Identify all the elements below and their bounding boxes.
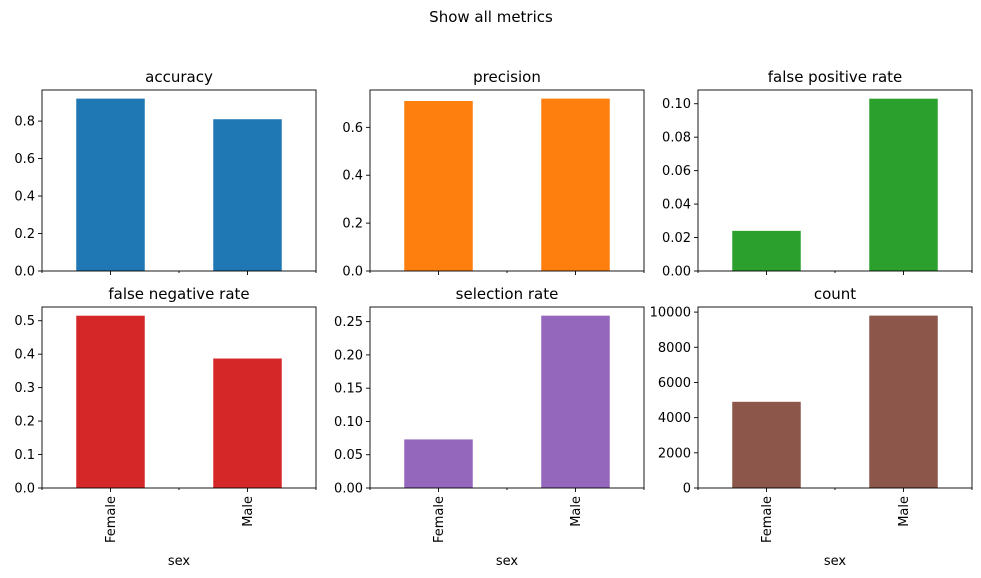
bar-male <box>213 119 282 271</box>
subplot-title: selection rate <box>456 285 559 303</box>
bar-male <box>869 315 938 488</box>
subplot-accuracy: accuracy 0.0 0.2 0.4 0.6 0.8 <box>14 68 317 280</box>
y-tick-label: 0.4 <box>14 190 35 205</box>
bar-male <box>541 98 610 271</box>
y-tick-label: 0.2 <box>342 217 363 232</box>
bar-female <box>404 439 473 488</box>
y-tick-label: 0.6 <box>342 121 363 136</box>
y-tick-label: 0.4 <box>342 169 363 184</box>
y-tick-label: 0.6 <box>14 152 35 167</box>
x-tick-label: Female <box>432 496 447 543</box>
subplot-title: false negative rate <box>108 285 249 303</box>
y-tick-label: 0.15 <box>334 382 363 397</box>
bar-female <box>76 315 145 488</box>
y-tick-label: 0.0 <box>14 265 35 280</box>
bar-male <box>869 98 938 272</box>
bar-female <box>404 101 473 271</box>
bar-male <box>541 315 610 488</box>
y-tick-label: 6000 <box>658 376 691 391</box>
y-tick-label: 0.02 <box>662 231 691 246</box>
bar-female <box>732 401 801 488</box>
y-tick-label: 10000 <box>650 306 691 321</box>
y-tick-label: 0.8 <box>14 115 35 130</box>
figure-title: Show all metrics <box>429 8 553 26</box>
y-tick-label: 0.05 <box>334 448 363 463</box>
y-tick-label: 0.10 <box>334 415 363 430</box>
y-tick-label: 0.10 <box>662 97 691 112</box>
x-tick-label: Female <box>104 496 119 543</box>
y-tick-label: 0.0 <box>342 265 363 280</box>
bar-female <box>732 230 801 271</box>
y-tick-label: 0.00 <box>334 482 363 497</box>
bar-male <box>213 358 282 488</box>
y-tick-label: 4000 <box>658 411 691 426</box>
subplot-selection-rate: selection rate 0.00 0.05 0.10 0.15 0.20 0.25 Fe… <box>334 285 645 569</box>
x-tick-label: Male <box>897 496 912 527</box>
subplot-title: false positive rate <box>768 68 903 86</box>
y-tick-label: 8000 <box>658 341 691 356</box>
y-tick-label: 0 <box>683 482 691 497</box>
y-tick-label: 0.20 <box>334 348 363 363</box>
subplot-false-negative-rate: false negative rate 0.0 0.1 0.2 0.3 0.4 0.5 Fem… <box>14 285 317 569</box>
y-tick-label: 0.25 <box>334 315 363 330</box>
subplot-count: count 0 2000 4000 6000 8000 10000 Female Male sex <box>650 285 973 569</box>
x-tick-label: Male <box>241 496 256 527</box>
y-tick-label: 2000 <box>658 446 691 461</box>
x-axis-label: sex <box>168 554 191 569</box>
y-tick-label: 0.4 <box>14 348 35 363</box>
y-tick-label: 0.00 <box>662 265 691 280</box>
subplot-title: accuracy <box>145 68 213 86</box>
x-axis-label: sex <box>824 554 847 569</box>
y-tick-label: 0.0 <box>14 482 35 497</box>
y-tick-label: 0.3 <box>14 381 35 396</box>
y-tick-label: 0.08 <box>662 131 691 146</box>
x-tick-label: Female <box>760 496 775 543</box>
x-tick-label: Male <box>569 496 584 527</box>
x-axis-label: sex <box>496 554 519 569</box>
y-tick-label: 0.04 <box>662 198 691 213</box>
bar-female <box>76 98 145 271</box>
subplot-title: precision <box>473 68 541 86</box>
y-tick-label: 0.1 <box>14 448 35 463</box>
subplot-title: count <box>814 285 856 303</box>
y-tick-label: 0.5 <box>14 314 35 329</box>
y-tick-label: 0.06 <box>662 164 691 179</box>
subplot-precision: precision 0.0 0.2 0.4 0.6 <box>342 68 645 280</box>
y-tick-label: 0.2 <box>14 227 35 242</box>
subplot-false-positive-rate: false positive rate 0.00 0.02 0.04 0.06 0.08 0… <box>662 68 973 280</box>
y-tick-label: 0.2 <box>14 415 35 430</box>
